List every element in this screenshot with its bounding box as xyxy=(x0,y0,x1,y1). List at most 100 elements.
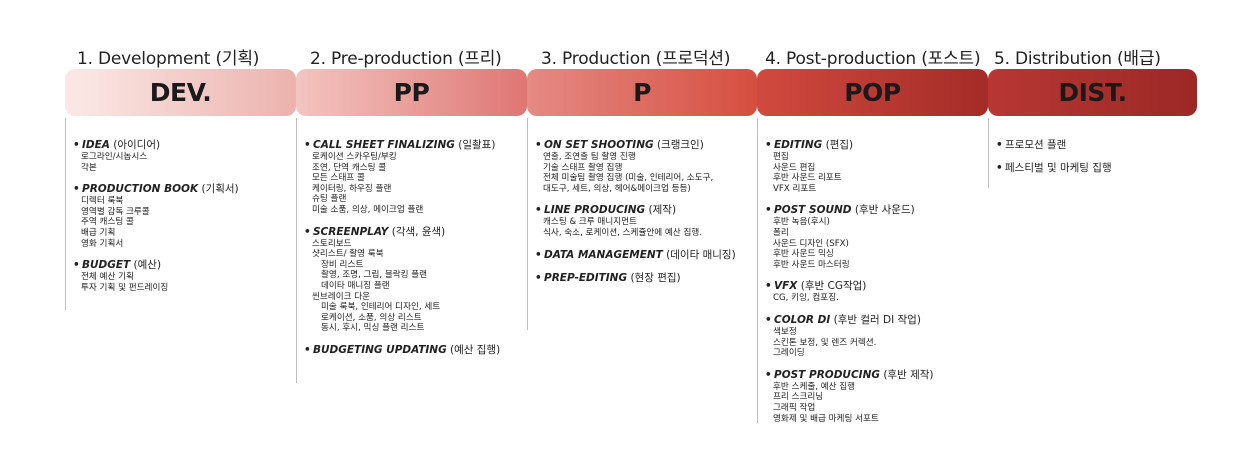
item-heading-en: POST SOUND xyxy=(774,204,852,217)
item-detail: 촬영, 조명, 그립, 블락킹 플랜 xyxy=(321,270,428,281)
item-detail: VFX 리포트 xyxy=(773,183,817,194)
item-heading-ko: (편집) xyxy=(825,139,854,151)
stage-item: • IDEA (아이디어) 로그라인/시놉시스 각본 xyxy=(73,138,239,173)
item-heading: • BUDGET (예산) xyxy=(73,258,239,272)
stage-items: • EDITING (편집) 편집 사운드 편집 후반 사운드 리포트 VFX 리포트 • P… xyxy=(765,138,934,433)
stage-code: DEV. xyxy=(149,78,212,107)
bullet: • xyxy=(73,139,80,151)
item-heading-en: COLOR DI xyxy=(774,313,831,326)
stage-band: DEV. xyxy=(65,69,296,116)
stage-item: • DATA MANAGEMENT (데이타 매니징) xyxy=(535,248,736,262)
bullet: • xyxy=(535,271,542,284)
stage-title: 3. Production (프로덕션) xyxy=(541,49,731,69)
bullet: • xyxy=(535,139,542,151)
item-detail: 미술 소품, 의상, 메이크업 플랜 xyxy=(312,204,424,215)
bullet: • xyxy=(765,368,772,381)
item-heading: • POST SOUND (후반 사운드) xyxy=(765,203,934,217)
stage-item: • POST SOUND (후반 사운드) 후반 녹음(후시) 폴리 사운드 디자인 (… xyxy=(765,203,934,270)
item-heading-en: IDEA xyxy=(82,139,110,151)
item-detail: 그래픽 작업 xyxy=(773,402,816,413)
item-heading: • POST PRODUCING (후반 제작) xyxy=(765,368,934,382)
stage-item: • BUDGETING UPDATING (예산 집행) xyxy=(304,343,500,357)
item-detail: 동시, 후시, 믹싱 플랜 리스트 xyxy=(321,323,425,334)
item-heading: • 페스티벌 및 마케팅 집행 xyxy=(996,161,1112,175)
item-detail: 후반 스케줄, 예산 집행 xyxy=(773,381,856,392)
item-detail: 스토리보드 xyxy=(312,238,352,249)
item-heading-ko: (예산 집행) xyxy=(450,343,501,356)
item-detail: 폴리 xyxy=(773,227,789,238)
stage-band: P xyxy=(527,69,757,116)
item-heading-en: DATA MANAGEMENT xyxy=(544,248,663,261)
stage-item: • CALL SHEET FINALIZING (일촬표) 로케이션 스카우팅/부킹… xyxy=(304,138,500,216)
item-detail: 투자 기획 및 펀드레이징 xyxy=(81,282,169,293)
bullet: • xyxy=(304,139,311,151)
item-detail: CG, 키잉, 컴포징. xyxy=(773,293,839,304)
stage-code: DIST. xyxy=(1058,78,1127,107)
item-heading: • 프로모션 플랜 xyxy=(996,138,1112,152)
stage-item: • 페스티벌 및 마케팅 집행 xyxy=(996,161,1112,175)
stage-item: • EDITING (편집) 편집 사운드 편집 후반 사운드 리포트 VFX 리포트 xyxy=(765,138,934,194)
stage-item: • 프로모션 플랜 xyxy=(996,138,1112,152)
item-detail: 장비 리스트 xyxy=(321,259,364,270)
item-heading-en: BUDGET xyxy=(82,259,131,272)
item-detail: 후반 사운드 마스터링 xyxy=(773,259,850,270)
item-heading: • PREP-EDITING (현장 편집) xyxy=(535,271,736,285)
item-heading: • VFX (후반 CG작업) xyxy=(765,279,934,293)
item-heading: • IDEA (아이디어) xyxy=(73,138,239,152)
item-detail: 프리 스크리닝 xyxy=(773,392,824,403)
item-detail: 샷리스트/ 촬영 룩북 xyxy=(312,249,384,260)
item-heading-ko: (크랭크인) xyxy=(656,139,704,151)
bullet: • xyxy=(765,204,772,217)
item-detail: 주역 캐스팅 콜 xyxy=(81,217,134,228)
item-heading-ko: (예산) xyxy=(133,259,162,272)
item-detail: 캐스팅 & 크루 매니지먼트 xyxy=(543,217,637,228)
item-detail: 모든 스태프 콜 xyxy=(312,173,365,184)
item-heading-ko: (후반 CG작업) xyxy=(800,280,867,293)
item-heading-en: LINE PRODUCING xyxy=(544,204,646,217)
item-detail: 편집 xyxy=(773,152,789,162)
item-detail: 기술 스태프 촬영 집행 xyxy=(543,162,623,173)
item-heading-ko: (현장 편집) xyxy=(630,271,681,284)
stage-title: 5. Distribution (배급) xyxy=(994,49,1161,69)
stage-title: 4. Post-production (포스트) xyxy=(765,49,981,69)
stage-title: 2. Pre-production (프리) xyxy=(310,49,502,69)
item-heading-en: PREP-EDITING xyxy=(544,271,628,284)
item-detail: 미술 룩북, 인테리어 디자인, 세트 xyxy=(321,302,441,313)
item-detail: 식사, 숙소, 로케이션, 스케쥴안에 예산 집행. xyxy=(543,227,702,238)
item-heading-ko: (기획서) xyxy=(201,183,239,196)
stage-divider xyxy=(988,118,989,188)
item-detail: 디렉터 룩북 xyxy=(81,196,124,207)
stage-column: 1. Development (기획) DEV. • IDEA (아이디어) 로그라인/… xyxy=(65,0,296,453)
bullet: • xyxy=(765,280,772,293)
item-heading-en: PRODUCTION BOOK xyxy=(82,183,199,196)
stage-code: POP xyxy=(844,78,901,107)
item-heading-en: ON SET SHOOTING xyxy=(544,139,654,151)
stage-divider xyxy=(527,118,528,330)
item-detail: 데이타 매니징 플랜 xyxy=(321,280,390,291)
item-detail: 색보정 xyxy=(773,326,797,337)
item-heading-en: EDITING xyxy=(774,139,823,151)
item-heading-en: POST PRODUCING xyxy=(774,368,880,381)
item-heading-ko: (데이타 매니징) xyxy=(666,248,736,261)
item-heading-en: SCREENPLAY xyxy=(313,225,389,238)
item-heading-ko: 프로모션 플랜 xyxy=(1005,139,1067,151)
item-heading: • EDITING (편집) xyxy=(765,138,934,152)
stage-divider xyxy=(757,118,758,423)
item-detail: 전체 예산 기획 xyxy=(81,272,134,283)
bullet: • xyxy=(304,225,311,238)
item-heading-ko: (아이디어) xyxy=(113,139,161,151)
stage-column: 5. Distribution (배급) DIST. • 프로모션 플랜 • 페스티벌 및… xyxy=(988,0,1197,453)
bullet: • xyxy=(535,204,542,217)
stage-item: • ON SET SHOOTING (크랭크인) 연출, 조연출 팀 촬영 진행 기술… xyxy=(535,138,736,194)
stage-item: • SCREENPLAY (각색, 윤색) 스토리보드 샷리스트/ 촬영 룩북 장비 리… xyxy=(304,225,500,334)
item-heading-ko: (일촬표) xyxy=(458,139,496,151)
item-heading: • BUDGETING UPDATING (예산 집행) xyxy=(304,343,500,357)
item-heading: • CALL SHEET FINALIZING (일촬표) xyxy=(304,138,500,152)
item-detail: 연출, 조연출 팀 촬영 진행 xyxy=(543,152,636,162)
item-detail: 영화 기획서 xyxy=(81,238,124,249)
stage-item: • PREP-EDITING (현장 편집) xyxy=(535,271,736,285)
item-heading-ko: (후반 제작) xyxy=(883,368,934,381)
item-detail: 후반 사운드 믹싱 xyxy=(773,249,834,260)
bullet: • xyxy=(765,313,772,326)
stage-item: • COLOR DI (후반 컬러 DI 작업) 색보정 스킨톤 보정, 및 렌즈 커… xyxy=(765,313,934,359)
